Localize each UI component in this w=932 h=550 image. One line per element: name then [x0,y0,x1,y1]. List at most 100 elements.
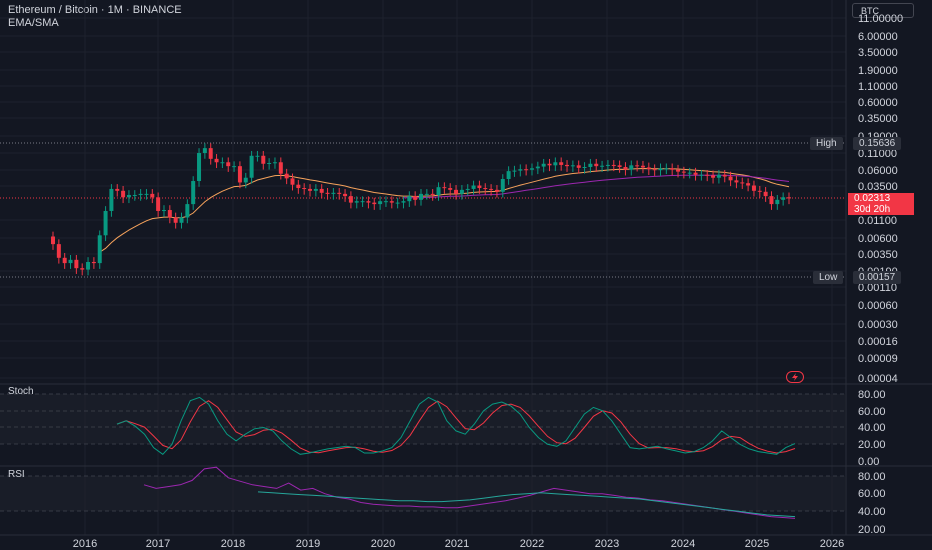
year-tick-label: 2024 [671,538,695,550]
candle-body [284,173,289,179]
candle-body [570,165,575,167]
year-tick-label: 2025 [745,538,769,550]
stoch-tick-label: 80.00 [858,389,886,401]
candle-body [740,182,745,184]
candle-body [524,169,529,171]
stoch-band [0,394,846,444]
candle-body [278,162,283,174]
candle-body [640,165,645,168]
year-tick-label: 2017 [146,538,170,550]
candle-body [150,193,155,198]
candle-body [681,171,686,173]
candle-body [617,165,622,167]
rsi-pane-label[interactable]: RSI [8,469,25,480]
rsi-tick-label: 40.00 [858,506,886,518]
candle-body [161,210,166,212]
candle-body [676,169,681,172]
current-price: 0.02313 [854,193,891,204]
stoch-d-line [116,400,796,454]
candle-body [272,162,277,164]
candle-body [506,171,511,180]
candle-body [132,194,137,196]
candle-body [489,188,494,190]
high-label: High [810,137,843,150]
price-tick-label: 0.00600 [858,233,898,245]
stoch-pane-label[interactable]: Stoch [8,386,34,397]
candle-body [751,185,756,191]
year-tick-label: 2016 [73,538,97,550]
chart-title: Ethereum / Bitcoin · 1M · BINANCE [8,4,182,16]
candle-body [407,196,412,202]
candle-body [693,172,698,175]
candle-body [208,148,213,159]
candle-body [395,202,400,204]
candle-body [757,190,762,192]
candle-body [115,188,120,191]
rsi-tick-label: 60.00 [858,488,886,500]
price-tick-label: 0.00030 [858,319,898,331]
candle-body [389,201,394,203]
candle-body [331,192,336,194]
stoch-tick-label: 60.00 [858,406,886,418]
candle-body [588,163,593,167]
candle-body [535,166,540,169]
candle-body [687,172,692,174]
candle-body [185,204,190,218]
candle-body [547,163,552,166]
year-tick-label: 2022 [520,538,544,550]
candle-body [167,210,172,218]
candle-body [454,189,459,194]
currency-button[interactable]: BTC [852,3,914,18]
candle-body [722,174,727,177]
price-tick-label: 1.10000 [858,81,898,93]
candle-body [448,188,453,190]
price-tick-label: 0.06000 [858,165,898,177]
candle-body [763,191,768,197]
stoch-tick-label: 20.00 [858,439,886,451]
candle-body [126,194,131,198]
candle-body [179,217,184,223]
rsi-tick-label: 80.00 [858,471,886,483]
candle-body [477,185,482,189]
candle-body [541,163,546,167]
indicator-legend-ema-sma[interactable]: EMA/SMA [8,17,59,29]
candle-body [348,196,353,203]
candle-body [781,197,786,200]
candle-body [56,244,61,258]
rsi-band [0,476,846,511]
candle-body [494,189,499,192]
candle-body [226,162,231,167]
candle-body [705,174,710,176]
candle-body [290,178,295,185]
candle-body [80,268,85,270]
candle-body [483,188,488,190]
candle-body [459,189,464,194]
candle-body [214,158,219,163]
candle-body [296,184,301,189]
candle-body [576,165,581,168]
flash-icon[interactable] [786,371,804,383]
price-tick-label: 0.35000 [858,113,898,125]
candle-body [91,261,96,264]
rsi-tick-label: 20.00 [858,524,886,536]
candle-body [582,166,587,168]
year-tick-label: 2019 [296,538,320,550]
candle-body [746,183,751,186]
candle-body [658,168,663,171]
price-tick-label: 3.50000 [858,47,898,59]
candle-body [51,236,55,245]
candle-body [319,188,324,193]
bar-countdown: 30d 20h [854,204,891,215]
candle-body [734,180,739,183]
price-tick-label: 0.03500 [858,181,898,193]
candle-body [220,162,225,164]
candle-body [652,169,657,171]
candle-body [343,193,348,197]
candle-body [313,188,318,191]
stoch-tick-label: 40.00 [858,422,886,434]
candle-body [255,155,260,157]
candle-body [138,193,143,195]
candle-body [68,259,73,264]
candle-body [413,196,418,200]
